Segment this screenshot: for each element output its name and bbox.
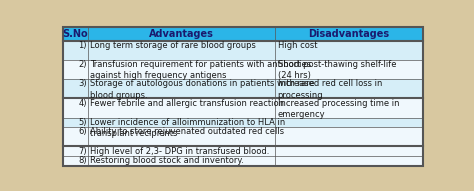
Text: Fewer febrile and allergic transfusion reaction: Fewer febrile and allergic transfusion r… xyxy=(91,99,284,108)
Text: Restoring blood stock and inventory.: Restoring blood stock and inventory. xyxy=(91,156,244,165)
Bar xyxy=(63,98,88,118)
Text: 7): 7) xyxy=(78,147,87,156)
Text: Lower incidence of alloimmunization to HLA in
transplant recipients: Lower incidence of alloimmunization to H… xyxy=(91,118,285,138)
Bar xyxy=(88,146,275,156)
Text: 8): 8) xyxy=(78,156,87,165)
Bar xyxy=(88,127,275,146)
Bar xyxy=(88,27,275,41)
Text: Ability to store rejuvenated outdated red cells: Ability to store rejuvenated outdated re… xyxy=(91,127,284,137)
Text: 5): 5) xyxy=(79,118,87,127)
Bar xyxy=(63,118,88,127)
Bar xyxy=(88,156,275,166)
Text: Short post-thawing shelf-life
(24 hrs): Short post-thawing shelf-life (24 hrs) xyxy=(278,60,396,80)
Bar xyxy=(63,146,88,156)
Bar xyxy=(88,60,275,79)
Bar xyxy=(88,41,275,60)
Bar xyxy=(275,41,423,60)
Bar xyxy=(275,60,423,79)
Text: Long term storage of rare blood groups: Long term storage of rare blood groups xyxy=(91,41,256,50)
Bar xyxy=(63,41,88,60)
Bar xyxy=(275,98,423,118)
Bar xyxy=(275,156,423,166)
Text: Disadvantages: Disadvantages xyxy=(309,29,390,39)
Bar xyxy=(88,79,275,98)
Bar xyxy=(88,98,275,118)
Bar xyxy=(275,79,423,98)
Text: 3): 3) xyxy=(78,79,87,88)
Bar xyxy=(63,27,88,41)
Text: 6): 6) xyxy=(78,127,87,137)
Text: Storage of autologous donations in patients with rare
blood groups.: Storage of autologous donations in patie… xyxy=(91,79,315,100)
Text: S.No: S.No xyxy=(63,29,88,39)
Text: 4): 4) xyxy=(79,99,87,108)
Text: Advantages: Advantages xyxy=(149,29,214,39)
Bar xyxy=(63,60,88,79)
Text: Transfusion requirement for patients with antibodies
against high frequency anti: Transfusion requirement for patients wit… xyxy=(91,60,311,80)
Bar xyxy=(275,127,423,146)
Bar xyxy=(275,146,423,156)
Text: Increased processing time in
emergency: Increased processing time in emergency xyxy=(278,99,399,119)
Bar xyxy=(63,127,88,146)
Text: 2): 2) xyxy=(79,60,87,69)
Bar xyxy=(275,118,423,127)
Text: High cost: High cost xyxy=(278,41,317,50)
Bar xyxy=(275,27,423,41)
Bar xyxy=(88,118,275,127)
Text: 1): 1) xyxy=(79,41,87,50)
Bar xyxy=(63,156,88,166)
Bar xyxy=(63,79,88,98)
Text: Increased red cell loss in
processing: Increased red cell loss in processing xyxy=(278,79,382,100)
Text: High level of 2,3- DPG in transfused blood.: High level of 2,3- DPG in transfused blo… xyxy=(91,147,270,156)
